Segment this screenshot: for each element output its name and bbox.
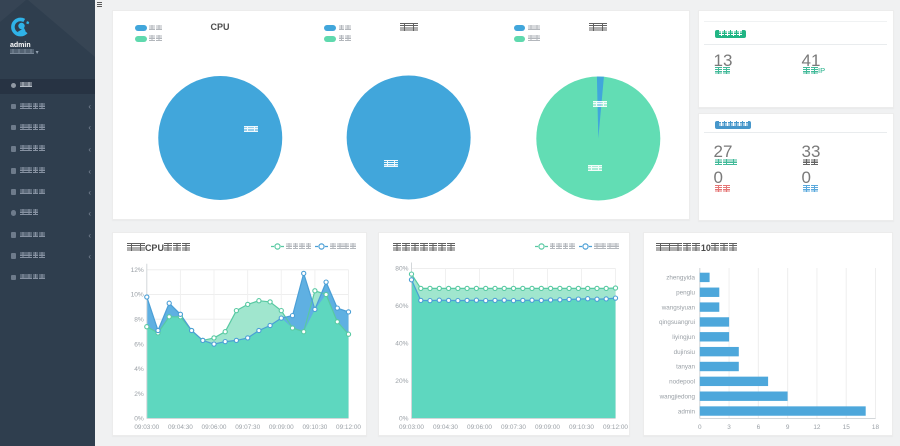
svg-text:penglu: penglu [676,289,695,296]
svg-text:09:07:30: 09:07:30 [235,424,260,431]
svg-text:10%: 10% [131,291,144,298]
svg-text:09:03:00: 09:03:00 [134,424,159,431]
svg-text:4%: 4% [134,366,144,373]
svg-text:80%: 80% [395,265,408,272]
svg-text:dujinsiu: dujinsiu [673,348,695,355]
svg-text:09:06:00: 09:06:00 [467,424,492,431]
svg-text:09:10:30: 09:10:30 [569,424,594,431]
svg-text:09:09:00: 09:09:00 [535,424,560,431]
svg-text:wangjiedong: wangjiedong [658,393,695,400]
svg-text:9: 9 [785,424,789,431]
svg-text:09:10:30: 09:10:30 [302,424,327,431]
svg-text:liyingjun: liyingjun [672,334,695,341]
svg-text:wangsiyuan: wangsiyuan [660,304,695,311]
svg-text:8%: 8% [134,316,144,323]
svg-text:12%: 12% [131,266,144,273]
svg-text:0%: 0% [398,415,408,422]
svg-text:6%: 6% [134,341,144,348]
svg-text:09:07:30: 09:07:30 [501,424,526,431]
svg-text:0%: 0% [134,415,144,422]
svg-text:09:06:00: 09:06:00 [202,424,227,431]
svg-text:18: 18 [871,424,879,431]
svg-text:09:12:00: 09:12:00 [336,424,361,431]
svg-text:qingsuangrui: qingsuangrui [658,319,694,326]
svg-text:12: 12 [813,424,821,431]
svg-text:40%: 40% [395,340,408,347]
svg-text:nodepool: nodepool [669,378,695,385]
svg-text:zhengyida: zhengyida [666,274,695,281]
svg-text:09:04:30: 09:04:30 [433,424,458,431]
svg-text:tanyan: tanyan [676,363,695,370]
svg-text:3: 3 [727,424,731,431]
svg-text:15: 15 [842,424,850,431]
svg-text:09:12:00: 09:12:00 [603,424,628,431]
svg-text:6: 6 [756,424,760,431]
svg-text:0: 0 [698,424,702,431]
svg-text:2%: 2% [134,390,144,397]
svg-text:20%: 20% [395,378,408,385]
svg-text:admin: admin [677,408,695,415]
svg-text:09:03:00: 09:03:00 [399,424,424,431]
svg-text:60%: 60% [395,303,408,310]
svg-text:09:09:00: 09:09:00 [269,424,294,431]
svg-text:09:04:30: 09:04:30 [168,424,193,431]
